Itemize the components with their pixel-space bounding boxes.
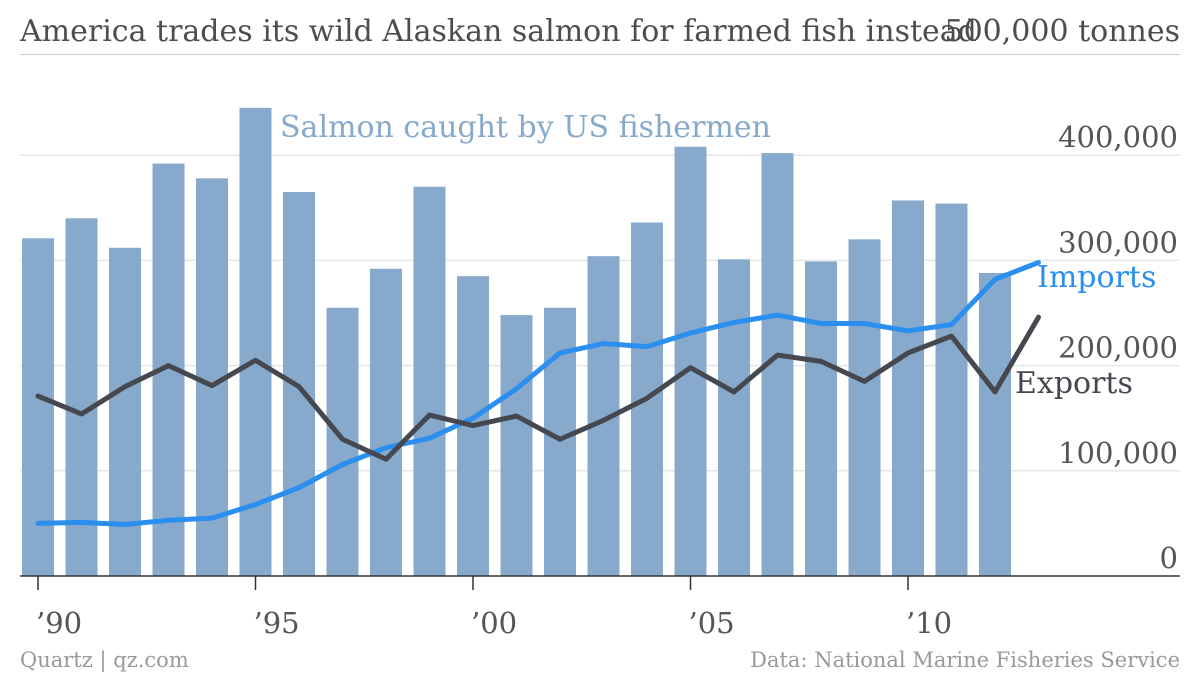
bar-salmon-caught [65, 218, 98, 576]
bar-salmon-caught [544, 307, 576, 576]
chart-title: America trades its wild Alaskan salmon f… [20, 14, 977, 49]
exports-line [35, 314, 1041, 462]
bar-salmon-caught [22, 238, 54, 577]
bar-salmon-caught [935, 203, 968, 577]
y-tick-label: 100,000 [1058, 436, 1178, 470]
series-label-imports: Imports [1037, 260, 1156, 295]
bar-salmon-caught [848, 239, 881, 577]
x-tick-label: ’10 [906, 606, 952, 640]
bar-salmon-caught [413, 186, 446, 576]
bar-salmon-caught [805, 261, 837, 576]
x-tick-label: ’90 [36, 606, 82, 640]
y-tick-label: 0 [1160, 541, 1178, 575]
x-tick-label: ’95 [254, 606, 300, 640]
bar-salmon-caught [370, 268, 402, 576]
y-tick-label: 400,000 [1058, 120, 1178, 154]
chart-footer: Quartz | qz.com Data: National Marine Fi… [20, 648, 1180, 674]
unit-label: 500,000 tonnes [944, 14, 1180, 49]
salmon-trade-chart: 0 100,000 200,000 300,000 400,000 ’90 ’95 ’00 ’0… [20, 107, 1180, 640]
bar-salmon-caught [718, 259, 750, 576]
y-tick-label: 200,000 [1058, 331, 1178, 365]
x-tick-label: ’00 [471, 606, 517, 640]
bar-salmon-caught [892, 200, 924, 576]
bar-salmon-caught [979, 273, 1011, 576]
series-label-exports: Exports [1015, 366, 1133, 401]
x-tick-label: ’05 [689, 606, 735, 640]
series-label-salmon-caught: Salmon caught by US fishermen [280, 110, 771, 145]
y-tick-label: 300,000 [1058, 225, 1178, 259]
bar-salmon-caught [674, 146, 707, 576]
source-label: Data: National Marine Fisheries Service [750, 648, 1180, 672]
credit-label: Quartz | qz.com [20, 648, 189, 672]
chart-header: America trades its wild Alaskan salmon f… [20, 14, 1180, 54]
imports-line [35, 260, 1041, 527]
title-divider [20, 54, 1180, 55]
bar-salmon-caught [500, 315, 533, 576]
